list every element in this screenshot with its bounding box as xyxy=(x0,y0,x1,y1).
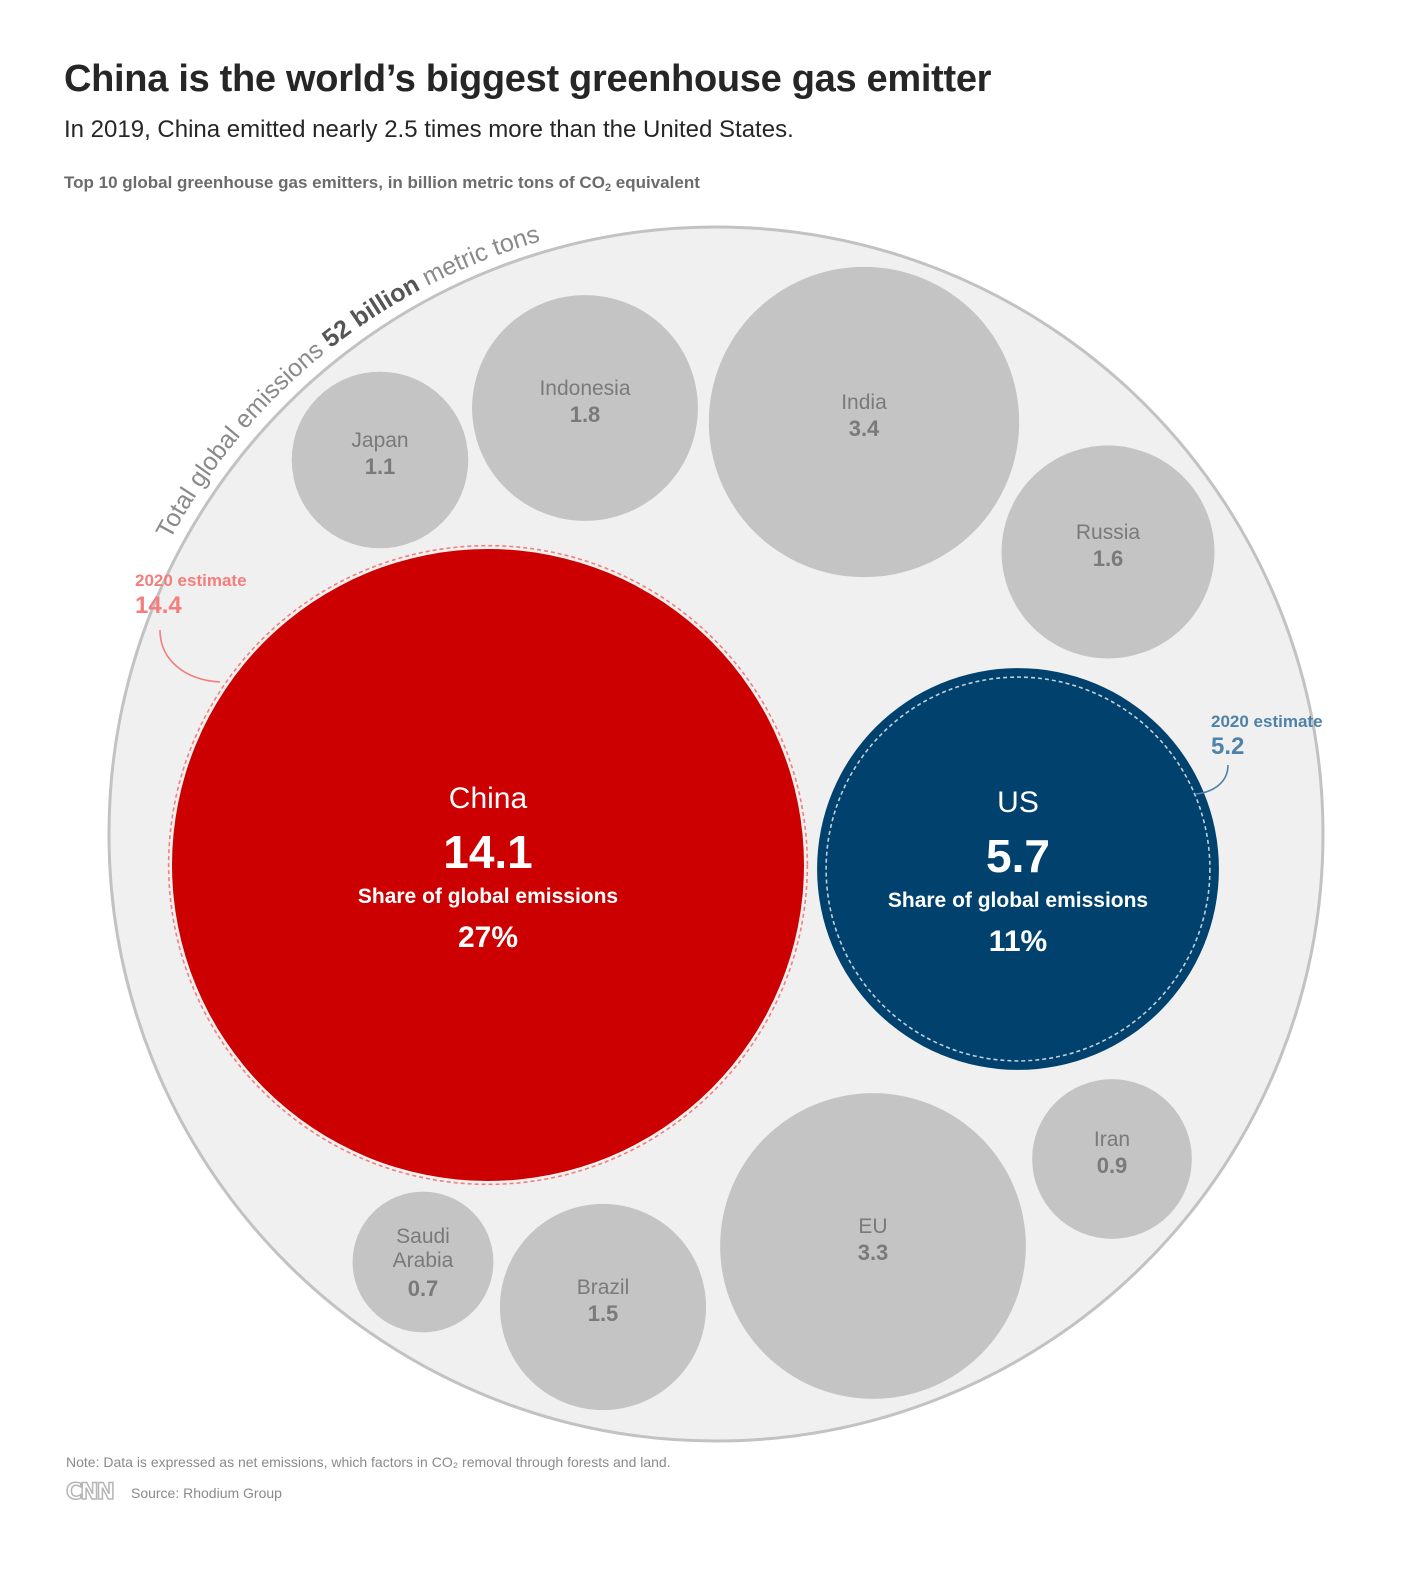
bubble-brazil xyxy=(499,1203,707,1411)
us-estimate-label: 2020 estimate xyxy=(1211,712,1323,731)
bubble-label-brazil: Brazil xyxy=(577,1276,630,1299)
chart-description-subscript: 2 xyxy=(604,182,612,194)
bubble-label-india: India xyxy=(841,391,887,414)
bubble-value-japan: 1.1 xyxy=(365,454,396,479)
bubble-india xyxy=(708,266,1020,578)
bubble-label-china: China xyxy=(449,782,528,815)
chart-subtitle: In 2019, China emitted nearly 2.5 times … xyxy=(64,116,794,143)
cnn-logo: CNN xyxy=(65,1479,115,1506)
bubble-value-indonesia: 1.8 xyxy=(570,402,601,427)
bubble-value-us: 5.7 xyxy=(986,830,1050,882)
bubble-value-brazil: 1.5 xyxy=(588,1301,619,1326)
china-estimate-value: 14.4 xyxy=(135,592,182,619)
estimate-annotations: 2020 estimate 14.4 2020 estimate 5.2 xyxy=(135,571,1323,795)
china-estimate-label: 2020 estimate xyxy=(135,571,247,590)
bubble-value-iran: 0.9 xyxy=(1097,1153,1128,1178)
bubble-value-russia: 1.6 xyxy=(1093,546,1124,571)
chart-description-suffix: equivalent xyxy=(611,173,700,192)
share-value-china: 27% xyxy=(458,921,518,954)
share-label-china: Share of global emissions xyxy=(358,885,618,908)
estimate-ring-china xyxy=(167,544,809,1186)
bubble-japan xyxy=(291,371,469,549)
bubble-label-saudi-arabia-line2: Arabia xyxy=(393,1249,454,1272)
china-estimate-leader xyxy=(159,629,221,683)
estimate-ring-us xyxy=(825,676,1211,1062)
us-estimate-value: 5.2 xyxy=(1211,733,1244,760)
bubble-iran xyxy=(1032,1079,1192,1239)
bubble-eu xyxy=(720,1093,1026,1399)
chart-description: Top 10 global greenhouse gas emitters, i… xyxy=(64,173,700,194)
us-estimate-leader xyxy=(1195,764,1229,795)
bubble-russia xyxy=(1001,445,1215,659)
bubble-label-saudi-arabia-line1: Saudi xyxy=(396,1225,450,1248)
bubble-value-china: 14.1 xyxy=(443,826,533,878)
country-bubbles: China 14.1 Share of global emissions 27% US 5… xyxy=(167,266,1219,1411)
bubble-label-us: US xyxy=(997,786,1039,819)
footnote: Note: Data is expressed as net emissions… xyxy=(66,1454,671,1470)
bubble-saudi-arabia xyxy=(352,1191,494,1333)
bubble-indonesia xyxy=(472,295,698,521)
bubble-value-saudi-arabia: 0.7 xyxy=(408,1276,439,1301)
bubble-label-indonesia: Indonesia xyxy=(539,377,630,400)
bubble-value-eu: 3.3 xyxy=(858,1240,889,1265)
share-label-us: Share of global emissions xyxy=(888,889,1148,912)
bubble-us xyxy=(817,668,1219,1070)
bubble-label-eu: EU xyxy=(858,1215,887,1238)
source-text: Source: Rhodium Group xyxy=(130,1484,282,1501)
chart-description-prefix: Top 10 global greenhouse gas emitters, i… xyxy=(64,173,605,192)
bubble-china xyxy=(172,549,804,1181)
bubble-label-iran: Iran xyxy=(1094,1128,1130,1151)
chart-title: China is the world’s biggest greenhouse … xyxy=(64,58,992,100)
footer: CNN Source: Rhodium Group xyxy=(65,1479,282,1506)
share-value-us: 11% xyxy=(989,925,1047,958)
bubble-label-russia: Russia xyxy=(1076,521,1141,544)
bubble-label-japan: Japan xyxy=(351,429,408,452)
bubble-value-india: 3.4 xyxy=(849,416,880,441)
